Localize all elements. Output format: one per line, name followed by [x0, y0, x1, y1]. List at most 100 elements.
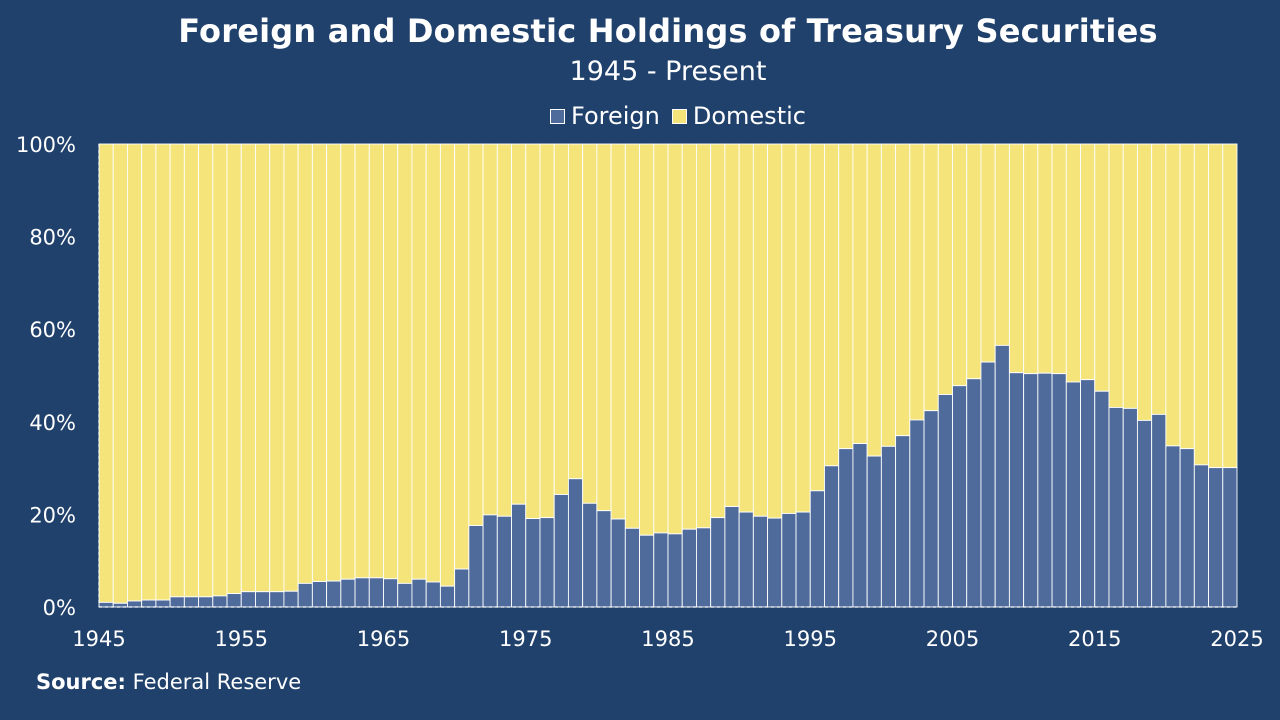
bar-domestic-1948	[141, 143, 157, 601]
bar-foreign-1996	[824, 465, 840, 608]
bar-domestic-1966	[397, 143, 413, 584]
bar-domestic-1983	[639, 143, 655, 536]
bar-domestic-2014	[1080, 143, 1096, 381]
x-tick-label: 1995	[784, 627, 837, 651]
bar-domestic-1987	[696, 143, 712, 529]
x-tick-label: 2025	[1210, 627, 1263, 651]
bar-foreign-2020	[1165, 445, 1181, 608]
bar-domestic-1952	[198, 143, 214, 598]
bar-foreign-1955	[240, 591, 256, 608]
bar-foreign-1976	[539, 517, 555, 608]
bar-domestic-2018	[1136, 143, 1153, 421]
bar-domestic-1992	[767, 143, 783, 519]
bar-foreign-1957	[269, 591, 285, 608]
bar-domestic-2001	[895, 143, 911, 437]
bar-domestic-1977	[553, 143, 569, 495]
bar-foreign-1968	[425, 581, 441, 608]
bar-foreign-1972	[482, 514, 498, 608]
bar-foreign-1959	[297, 582, 313, 608]
y-tick-label: 60%	[29, 318, 76, 342]
bar-foreign-1958	[283, 590, 299, 608]
bar-foreign-2018	[1136, 419, 1153, 608]
bar-domestic-1968	[425, 143, 441, 583]
bar-foreign-2002	[909, 419, 925, 608]
bar-foreign-1983	[639, 534, 655, 608]
legend-swatch-domestic	[671, 108, 687, 124]
bar-domestic-2012	[1051, 143, 1067, 375]
bar-domestic-1985	[667, 143, 683, 535]
bar-foreign-1999	[866, 455, 882, 608]
bar-foreign-2015	[1094, 390, 1110, 608]
bar-foreign-2019	[1151, 413, 1167, 608]
bar-domestic-2017	[1122, 143, 1138, 409]
bar-domestic-1961	[326, 143, 342, 582]
bar-foreign-1982	[624, 527, 641, 608]
bar-foreign-2014	[1080, 379, 1096, 608]
bar-domestic-1978	[567, 143, 584, 480]
bar-foreign-1981	[610, 518, 626, 608]
bar-domestic-2022	[1193, 143, 1209, 466]
bar-foreign-2008	[994, 344, 1010, 608]
bar-foreign-1984	[653, 532, 669, 608]
bar-foreign-2013	[1065, 381, 1081, 608]
bar-foreign-1948	[141, 599, 157, 608]
bar-foreign-1953	[212, 595, 228, 608]
bar-domestic-1958	[283, 143, 299, 592]
bar-foreign-2022	[1193, 464, 1209, 608]
bar-domestic-2003	[923, 143, 939, 412]
bar-foreign-2012	[1051, 373, 1067, 608]
bar-foreign-1989	[724, 506, 740, 608]
legend-label-domestic: Domestic	[692, 102, 806, 130]
bar-foreign-1961	[326, 580, 342, 608]
bar-foreign-1975	[525, 518, 541, 608]
bar-foreign-2024	[1222, 467, 1238, 608]
bar-domestic-1991	[752, 143, 769, 517]
bar-domestic-1963	[354, 143, 370, 579]
bar-foreign-1997	[838, 448, 854, 608]
bar-domestic-2008	[994, 143, 1010, 346]
bar-domestic-1946	[112, 143, 128, 604]
bar-foreign-1956	[255, 591, 271, 608]
bar-domestic-1964	[368, 143, 384, 579]
bar-domestic-1949	[155, 143, 171, 601]
y-tick-label: 20%	[29, 503, 76, 527]
bar-domestic-2016	[1108, 143, 1124, 408]
bar-foreign-1971	[468, 525, 484, 608]
bar-foreign-1951	[183, 596, 200, 608]
bar-foreign-1973	[496, 515, 512, 608]
bar-domestic-2009	[1008, 143, 1025, 374]
bar-foreign-1945	[98, 601, 114, 608]
bar-foreign-1963	[354, 577, 370, 608]
bar-domestic-1998	[852, 143, 868, 445]
bar-foreign-1949	[155, 599, 171, 608]
bar-foreign-1952	[198, 596, 214, 608]
bar-foreign-2003	[923, 410, 939, 608]
bar-domestic-2021	[1179, 143, 1195, 450]
bar-domestic-2002	[909, 143, 925, 421]
bar-domestic-1953	[212, 143, 228, 597]
source-note: Source: Federal Reserve	[36, 670, 301, 694]
bar-domestic-1984	[653, 143, 669, 534]
bar-domestic-1979	[582, 143, 598, 504]
bar-domestic-1997	[838, 143, 854, 450]
bar-foreign-1998	[852, 443, 868, 608]
bar-foreign-1986	[681, 528, 697, 608]
bar-foreign-1987	[696, 527, 712, 608]
bar-foreign-2011	[1037, 372, 1053, 608]
bar-foreign-1994	[795, 511, 811, 608]
bar-foreign-1954	[226, 593, 242, 608]
bar-domestic-2023	[1208, 143, 1224, 469]
bar-foreign-1993	[781, 513, 797, 608]
bar-foreign-1950	[169, 596, 185, 608]
bar-foreign-1960	[311, 581, 328, 608]
bar-domestic-1967	[411, 143, 427, 580]
bar-domestic-1955	[240, 143, 256, 593]
bar-domestic-2015	[1094, 143, 1110, 392]
bar-foreign-2007	[980, 361, 996, 608]
bar-foreign-1966	[397, 582, 413, 608]
bar-foreign-2017	[1122, 407, 1138, 608]
y-tick-label: 40%	[29, 411, 76, 435]
bar-foreign-1985	[667, 533, 683, 608]
bar-domestic-2020	[1165, 143, 1181, 447]
